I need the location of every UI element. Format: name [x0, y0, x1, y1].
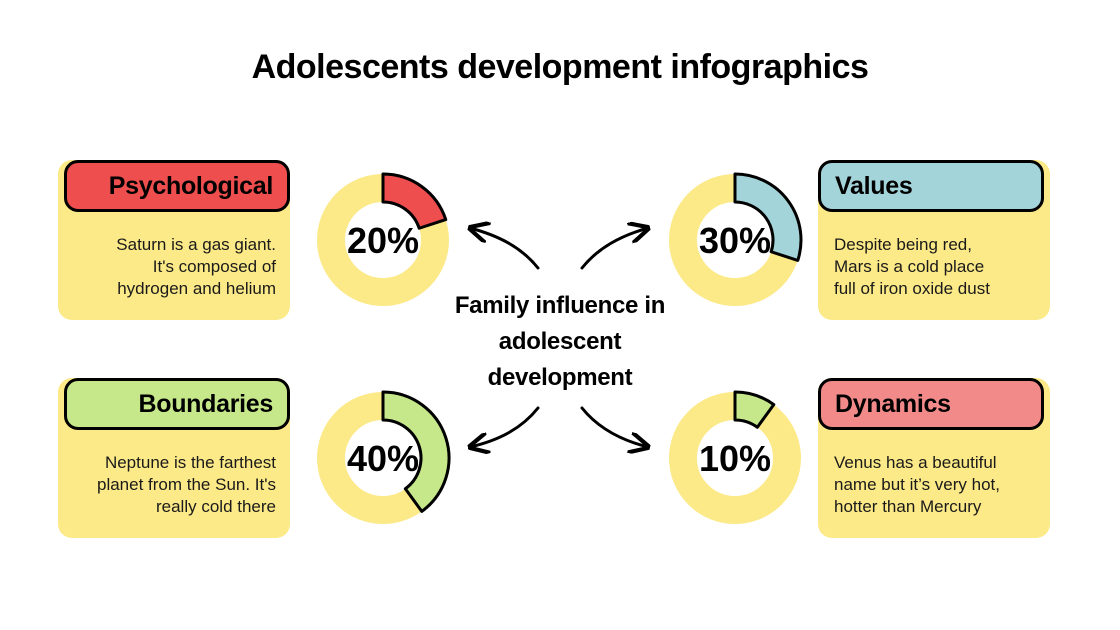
- page-title: Adolescents development infographics: [251, 48, 869, 86]
- card-description: Venus has a beautiful name but it’s very…: [834, 452, 1034, 518]
- card-header-psychological: Psychological: [64, 160, 290, 212]
- arrow-to-dynamics: [580, 406, 648, 447]
- description-line: really cold there: [155, 497, 276, 516]
- description-line: Saturn is a gas giant.: [116, 235, 276, 254]
- donut-arc-values: [733, 172, 803, 262]
- arrow-to-psychological: [470, 228, 540, 270]
- center-label-line: adolescent: [498, 328, 622, 355]
- description-line: Despite being red,: [834, 235, 972, 254]
- card-description: Despite being red, Mars is a cold place …: [834, 234, 1034, 300]
- card-header-boundaries: Boundaries: [64, 378, 290, 430]
- center-label-line: development: [487, 364, 633, 391]
- description-line: full of iron oxide dust: [834, 279, 990, 298]
- description-line: hotter than Mercury: [834, 497, 982, 516]
- card-header-dynamics: Dynamics: [818, 378, 1044, 430]
- description-line: It's composed of: [152, 257, 276, 276]
- card-description: Neptune is the farthest planet from the …: [76, 452, 276, 518]
- donut-arc-psychological: [381, 172, 448, 230]
- description-line: hydrogen and helium: [117, 279, 276, 298]
- percent-label-psychological: 20%: [347, 220, 419, 261]
- arrow-to-values: [580, 228, 648, 270]
- donut-arc-dynamics: [733, 390, 776, 429]
- donut-arc-boundaries: [381, 390, 451, 513]
- center-label: Family influence in adolescent developme…: [440, 288, 680, 396]
- description-line: Neptune is the farthest: [104, 453, 276, 472]
- percent-label-values: 30%: [699, 220, 771, 261]
- description-line: planet from the Sun. It's: [96, 475, 276, 494]
- description-line: Venus has a beautiful: [834, 453, 997, 472]
- percent-label-dynamics: 10%: [699, 438, 771, 479]
- card-header-values: Values: [818, 160, 1044, 212]
- arrow-to-boundaries: [470, 406, 540, 447]
- center-label-line: Family influence in: [454, 292, 666, 319]
- description-line: name but it’s very hot,: [834, 475, 1000, 494]
- description-line: Mars is a cold place: [834, 257, 985, 276]
- card-description: Saturn is a gas giant. It's composed of …: [76, 234, 276, 300]
- percent-label-boundaries: 40%: [347, 438, 419, 479]
